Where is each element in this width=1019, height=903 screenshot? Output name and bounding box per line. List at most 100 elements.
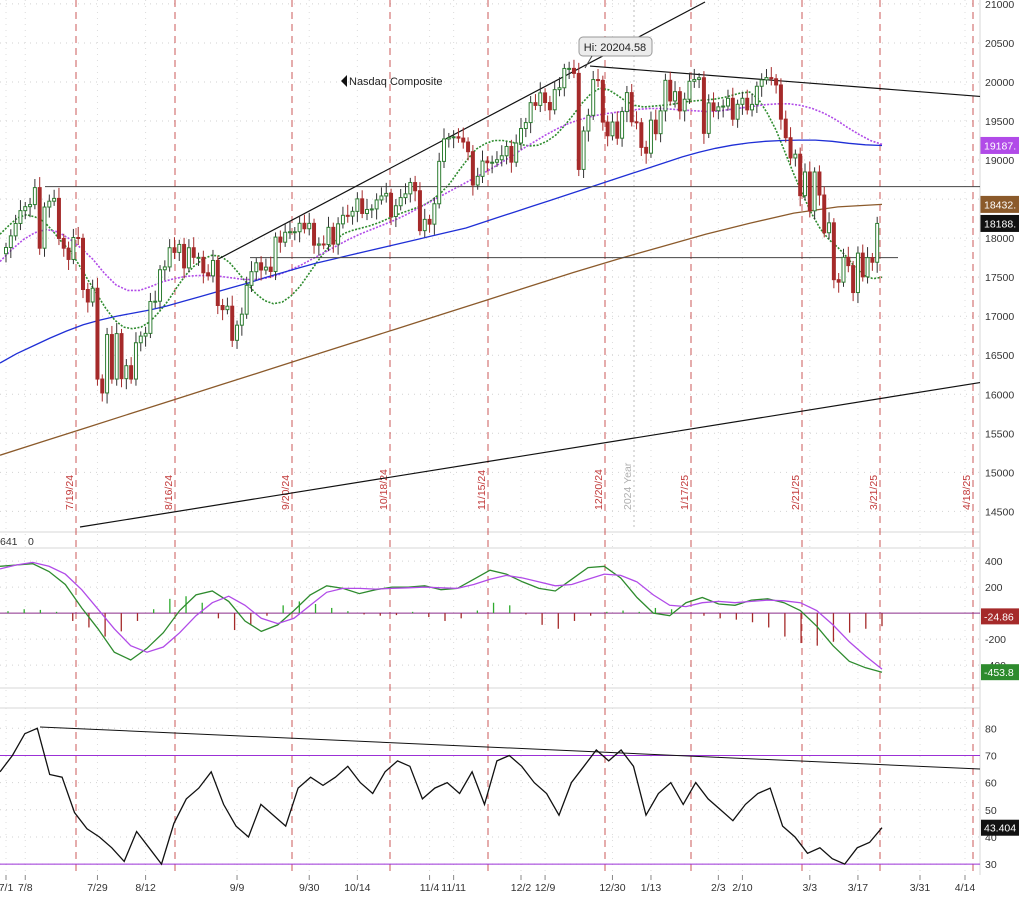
candle-body [658, 110, 663, 135]
moving-average-line-sma-200 [0, 203, 883, 456]
candle-body [278, 236, 283, 243]
candle-body [769, 77, 774, 80]
candle-body [42, 206, 47, 249]
price-axis-tick-label: 17500 [985, 272, 1014, 284]
price-last-value-text: 18432. [984, 199, 1016, 211]
candle-body [191, 247, 196, 258]
candle-body [793, 153, 798, 159]
date-axis-label: 11/4 [420, 882, 440, 894]
candle-body [865, 257, 870, 278]
candle-body [446, 137, 451, 140]
candle-body [519, 128, 524, 144]
candle-body [735, 103, 740, 120]
candle-body [629, 92, 634, 123]
candle-body [259, 262, 264, 271]
candle-body [18, 210, 23, 224]
candle-body [206, 272, 211, 277]
candle-body [292, 231, 297, 234]
price-last-value-badge [980, 136, 1019, 154]
candle-body [403, 193, 408, 199]
date-axis-label: 7/29 [87, 882, 108, 894]
candle-body [668, 79, 673, 102]
candle-body [254, 262, 259, 273]
candle-body [461, 137, 466, 143]
candle-body [634, 121, 639, 124]
date-axis-label: 12/9 [535, 882, 556, 894]
price-axis-tick-label: 18000 [985, 233, 1014, 245]
candle-body [201, 256, 206, 274]
date-axis-label: 1/13 [641, 882, 662, 894]
candle-body [297, 222, 302, 233]
candle-body [114, 333, 119, 380]
candle-body [225, 305, 230, 311]
candle-body [47, 200, 52, 208]
candle-body [268, 266, 273, 272]
candle-body [316, 243, 321, 246]
date-axis-label: 3/17 [848, 882, 869, 894]
candle-body [528, 102, 533, 124]
candle-body [432, 203, 437, 225]
price-axis-tick-label: 19000 [985, 155, 1014, 167]
right-axis-price [980, 0, 1019, 898]
price-axis-tick-label: 14500 [985, 506, 1014, 518]
candle-body [764, 77, 769, 81]
candle-body [56, 197, 61, 239]
candle-body [326, 226, 331, 246]
hi-callout-pointer [584, 55, 593, 69]
price-axis-tick-label: 20500 [985, 38, 1014, 50]
candle-body [596, 79, 601, 82]
macd-header-value: 641 [0, 536, 18, 548]
candle-body [774, 78, 779, 86]
candle-body [413, 182, 418, 192]
price-last-value-badge [980, 214, 1019, 232]
candle-body [701, 77, 706, 134]
moving-average-line-sma-50 [0, 139, 883, 364]
date-axis-label: 7/8 [18, 882, 33, 894]
price-axis-tick-label: 20000 [985, 77, 1014, 89]
candle-body [663, 79, 668, 112]
candle-body [552, 89, 557, 111]
macd-axis-tick-label: 200 [985, 582, 1003, 594]
macd-last-value-text: -24.86 [984, 611, 1014, 623]
candle-body [692, 78, 697, 82]
candle-body [778, 84, 783, 120]
candle-body [783, 118, 788, 139]
date-axis-label: 4/14 [955, 882, 976, 894]
candle-body [153, 300, 158, 303]
candle-body [759, 79, 764, 87]
candle-body [591, 79, 596, 116]
candle-body [817, 171, 822, 196]
candle-body [23, 206, 28, 212]
candle-body [846, 256, 851, 267]
candle-body [389, 192, 394, 217]
macd-header-zero: 0 [28, 536, 34, 548]
rsi-axis-tick-label: 80 [985, 723, 997, 735]
candle-body [283, 231, 288, 243]
candle-body [167, 247, 172, 268]
candle-body [509, 145, 514, 163]
price-last-value-text: 18188. [984, 218, 1016, 230]
event-date-label: 4/18/25 [961, 475, 973, 510]
candle-body [186, 247, 191, 269]
candle-body [697, 77, 702, 80]
candle-body [725, 97, 730, 107]
candle-body [711, 102, 716, 112]
candle-body [427, 218, 432, 225]
price-axis-tick-label: 21000 [985, 0, 1014, 11]
candle-body [172, 247, 177, 253]
bottom-axis [0, 875, 1019, 898]
candle-body [105, 334, 110, 394]
rsi-panel [0, 710, 980, 875]
hi-callout-box [578, 36, 653, 57]
date-axis-label: 12/2 [511, 882, 532, 894]
candle-body [85, 288, 90, 303]
candle-body [870, 257, 875, 263]
candle-body [230, 305, 235, 341]
moving-average-line-sma-10 [0, 87, 883, 330]
candle-body [682, 98, 687, 112]
candle-body [133, 342, 138, 380]
candle-body [37, 187, 42, 249]
macd-series-line-signal [0, 561, 883, 670]
candle-body [822, 194, 827, 234]
candle-body [841, 256, 846, 283]
